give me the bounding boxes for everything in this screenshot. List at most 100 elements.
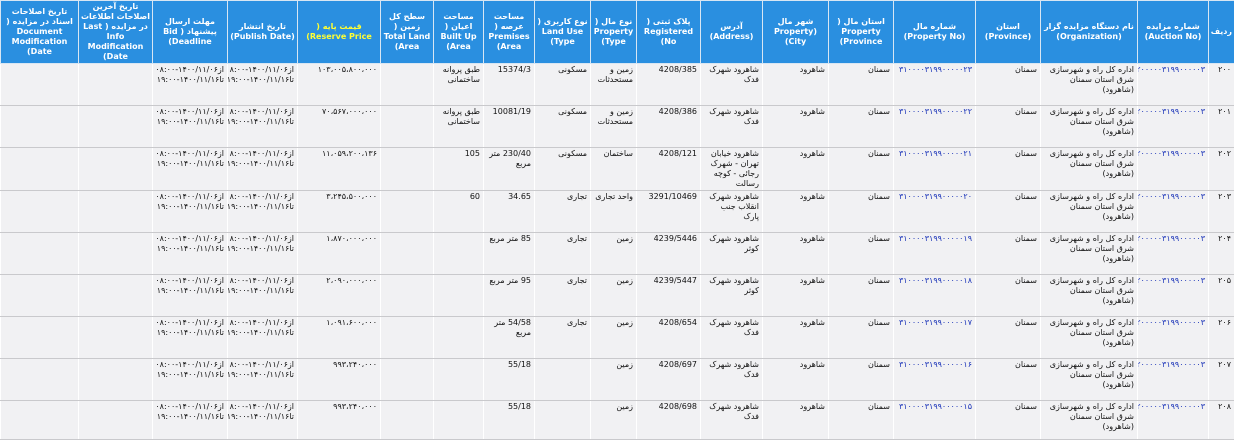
- table-cell: 4239/5447: [637, 275, 701, 317]
- table-cell: 4208/697: [637, 359, 701, 401]
- table-cell: [79, 401, 153, 440]
- table-cell: ۷۰،۵۶۷،۰۰۰،۰۰۰: [298, 106, 381, 148]
- table-cell: [381, 401, 434, 440]
- table-cell[interactable]: ۳۱۰۰۰۰۳۱۹۹۰۰۰۰۰۱۹: [894, 233, 976, 275]
- table-cell[interactable]: ۲۰۰۰۰۰۳۱۹۹۰۰۰۰۰۳: [1138, 191, 1209, 233]
- table-cell: ۲۰۳: [1209, 191, 1234, 233]
- column-header[interactable]: مساحت اعیان ( Built Up Area): [434, 1, 484, 64]
- table-cell: [381, 64, 434, 106]
- table-cell: تجاری: [535, 191, 591, 233]
- table-cell: شاهرود شهرک کوثر: [701, 275, 763, 317]
- table-cell: مسکونی: [535, 64, 591, 106]
- table-cell: 55/18: [484, 401, 535, 440]
- table-cell[interactable]: ۲۰۰۰۰۰۳۱۹۹۰۰۰۰۰۳: [1138, 64, 1209, 106]
- column-header[interactable]: استان مال ( Property Province): [829, 1, 894, 64]
- table-cell[interactable]: ۳۱۰۰۰۰۳۱۹۹۰۰۰۰۰۱۶: [894, 359, 976, 401]
- table-cell: سمنان: [976, 317, 1041, 359]
- table-cell: 95 متر مربع: [484, 275, 535, 317]
- table-cell: شاهرود خیابان تهران - شهرک رجائی - کوچه …: [701, 148, 763, 191]
- column-header[interactable]: ردیف: [1209, 1, 1234, 64]
- table-cell: 55/18: [484, 359, 535, 401]
- table-cell: 60: [434, 191, 484, 233]
- table-cell: ۲۰۸: [1209, 401, 1234, 440]
- table-cell: [1, 233, 79, 275]
- table-cell[interactable]: ۲۰۰۰۰۰۳۱۹۹۰۰۰۰۰۳: [1138, 359, 1209, 401]
- table-cell: مسکونی: [535, 148, 591, 191]
- column-header[interactable]: سطح کل زمین ( Total Land Area): [381, 1, 434, 64]
- table-cell: [381, 148, 434, 191]
- table-cell: [1, 148, 79, 191]
- table-cell[interactable]: ۲۰۰۰۰۰۳۱۹۹۰۰۰۰۰۳: [1138, 106, 1209, 148]
- table-cell[interactable]: ۲۰۰۰۰۰۳۱۹۹۰۰۰۰۰۳: [1138, 233, 1209, 275]
- table-cell: [79, 64, 153, 106]
- table-cell: [381, 191, 434, 233]
- table-cell: ساختمان: [591, 148, 637, 191]
- table-cell: اداره کل راه و شهرسازی شرق استان سمنان (…: [1041, 359, 1138, 401]
- column-header[interactable]: استان (Province): [976, 1, 1041, 64]
- table-cell: شاهرود: [763, 317, 829, 359]
- table-cell: 4208/121: [637, 148, 701, 191]
- table-cell[interactable]: ۳۱۰۰۰۰۳۱۹۹۰۰۰۰۰۲۰: [894, 191, 976, 233]
- table-cell: [1, 317, 79, 359]
- column-header[interactable]: تاریخ اصلاحات اسناد در مزایده ( Document…: [1, 1, 79, 64]
- table-cell[interactable]: ۲۰۰۰۰۰۳۱۹۹۰۰۰۰۰۳: [1138, 275, 1209, 317]
- table-cell[interactable]: ۲۰۰۰۰۰۳۱۹۹۰۰۰۰۰۳: [1138, 317, 1209, 359]
- table-cell: زمین: [591, 401, 637, 440]
- table-cell[interactable]: ۳۱۰۰۰۰۳۱۹۹۰۰۰۰۰۱۵: [894, 401, 976, 440]
- table-cell[interactable]: ۳۱۰۰۰۰۳۱۹۹۰۰۰۰۰۲۲: [894, 106, 976, 148]
- table-cell[interactable]: ۳۱۰۰۰۰۳۱۹۹۰۰۰۰۰۲۳: [894, 64, 976, 106]
- table-cell: تجاری: [535, 275, 591, 317]
- table-cell: 3291/10469: [637, 191, 701, 233]
- column-header[interactable]: نام دستگاه مزایده گزار (Organization): [1041, 1, 1138, 64]
- table-cell: سمنان: [829, 359, 894, 401]
- column-header[interactable]: نوع کاربری ( Land Use Type): [535, 1, 591, 64]
- table-cell: [79, 317, 153, 359]
- table-cell: شاهرود شهرک فدک: [701, 106, 763, 148]
- column-header[interactable]: شهر مال (Property City): [763, 1, 829, 64]
- column-header[interactable]: پلاک ثبتی ( Registered No): [637, 1, 701, 64]
- table-cell: ۱۱،۰۵۹،۲۰۰،۱۳۶: [298, 148, 381, 191]
- table-cell: از۱۴۰۰/۱۱/۰۶-۰۸:۰۰ تا۱۴۰۰/۱۱/۱۶-۱۹:۰۰: [153, 359, 228, 401]
- table-cell: اداره کل راه و شهرسازی شرق استان سمنان (…: [1041, 275, 1138, 317]
- table-cell: 230/40 متر مربع: [484, 148, 535, 191]
- table-cell: شاهرود: [763, 233, 829, 275]
- table-cell[interactable]: ۳۱۰۰۰۰۳۱۹۹۰۰۰۰۰۱۷: [894, 317, 976, 359]
- table-cell: [535, 359, 591, 401]
- table-cell: [1, 275, 79, 317]
- column-header[interactable]: قیمت پایه ( Reserve Price): [298, 1, 381, 64]
- table-cell: از۱۴۰۰/۱۱/۰۶-۰۸:۰۰ تا۱۴۰۰/۱۱/۱۶-۱۹:۰۰: [228, 191, 298, 233]
- table-cell: 4208/385: [637, 64, 701, 106]
- table-cell[interactable]: ۲۰۰۰۰۰۳۱۹۹۰۰۰۰۰۳: [1138, 148, 1209, 191]
- table-cell: شاهرود: [763, 359, 829, 401]
- table-cell[interactable]: ۳۱۰۰۰۰۳۱۹۹۰۰۰۰۰۱۸: [894, 275, 976, 317]
- column-header[interactable]: مساحت عرصه ( Premises Area): [484, 1, 535, 64]
- column-header[interactable]: شماره مزایده (Auction No): [1138, 1, 1209, 64]
- column-header[interactable]: تاریخ آخرین اصلاحات اطلاعات در مزایده ( …: [79, 1, 153, 64]
- column-header[interactable]: نوع مال ( Property Type): [591, 1, 637, 64]
- table-cell[interactable]: ۳۱۰۰۰۰۳۱۹۹۰۰۰۰۰۲۱: [894, 148, 976, 191]
- column-header[interactable]: شماره مال (Property No): [894, 1, 976, 64]
- column-header[interactable]: مهلت ارسال پیشنهاد ( Bid Deadline): [153, 1, 228, 64]
- table-cell[interactable]: ۲۰۰۰۰۰۳۱۹۹۰۰۰۰۰۳: [1138, 401, 1209, 440]
- table-cell: از۱۴۰۰/۱۱/۰۶-۰۸:۰۰ تا۱۴۰۰/۱۱/۱۶-۱۹:۰۰: [153, 148, 228, 191]
- table-cell: [434, 401, 484, 440]
- column-header[interactable]: تاریخ انتشار (Publish Date): [228, 1, 298, 64]
- table-cell: از۱۴۰۰/۱۱/۰۶-۰۸:۰۰ تا۱۴۰۰/۱۱/۱۶-۱۹:۰۰: [153, 106, 228, 148]
- table-cell: سمنان: [976, 64, 1041, 106]
- table-cell: شاهرود: [763, 191, 829, 233]
- table-cell: اداره کل راه و شهرسازی شرق استان سمنان (…: [1041, 317, 1138, 359]
- column-header[interactable]: آدرس (Address): [701, 1, 763, 64]
- table-cell: از۱۴۰۰/۱۱/۰۶-۰۸:۰۰ تا۱۴۰۰/۱۱/۱۶-۱۹:۰۰: [228, 148, 298, 191]
- table-cell: 105: [434, 148, 484, 191]
- table-cell: 4239/5446: [637, 233, 701, 275]
- table-cell: اداره کل راه و شهرسازی شرق استان سمنان (…: [1041, 64, 1138, 106]
